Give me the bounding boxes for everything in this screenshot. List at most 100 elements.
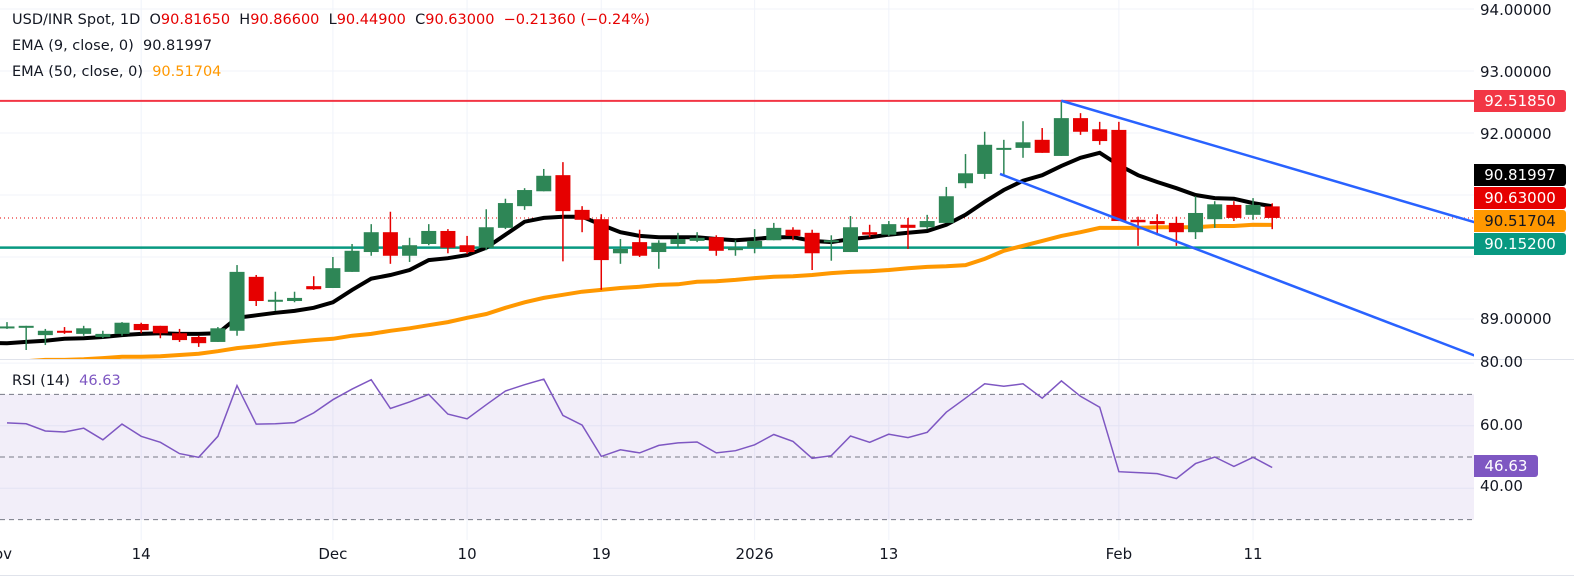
rsi-legend[interactable]: RSI (14) 46.63 [12, 373, 121, 389]
candle-up [37, 330, 53, 336]
candle-up [919, 221, 935, 228]
price-tick-label: 94.00000 [1480, 1, 1552, 19]
candle-up [344, 250, 360, 272]
ema9-value: 90.81997 [142, 38, 213, 54]
candle-up [421, 230, 437, 244]
time-tick-label: 13 [879, 545, 899, 563]
candle-up [977, 144, 993, 174]
candle-up [402, 245, 418, 256]
candle-down [191, 336, 207, 344]
candle-down [1092, 129, 1108, 142]
candle-up [363, 232, 379, 253]
candle-down [1226, 204, 1242, 218]
candle-up [938, 196, 954, 223]
rsi-tick-label: 80.00 [1480, 353, 1523, 371]
candle-up [842, 227, 858, 253]
candle-up [670, 239, 686, 244]
candle-up [229, 271, 245, 331]
candle-up [766, 227, 782, 241]
candle-down [1111, 129, 1127, 222]
candle-down [804, 232, 820, 254]
candle-down [1264, 206, 1280, 218]
rsi-label: RSI (14) [12, 373, 70, 389]
ema9-label: EMA (9, close, 0) [12, 38, 134, 54]
time-tick-label: 19 [591, 545, 611, 563]
candle-down [862, 232, 878, 235]
ema50-label: EMA (50, close, 0) [12, 64, 143, 80]
candle-up [996, 147, 1012, 150]
candle-up [1245, 204, 1261, 215]
time-tick-label: 14 [131, 545, 151, 563]
candle-down [459, 245, 475, 253]
candle-up [0, 326, 15, 329]
candle-down [1149, 221, 1165, 225]
candle-up [536, 175, 552, 192]
candle-up [727, 247, 743, 251]
ema9-price-badge: 90.81997 [1474, 164, 1566, 186]
high-value: 90.86600 [250, 12, 320, 28]
candle-up [689, 237, 705, 241]
time-tick-label: Nov [0, 545, 13, 563]
candle-down [785, 229, 801, 236]
time-tick-label: 11 [1243, 545, 1263, 563]
candle-down [632, 242, 648, 256]
open-label: O [149, 12, 161, 28]
candle-down [574, 209, 590, 220]
candle-up [478, 227, 494, 248]
ema50-line [29, 222, 1273, 359]
last-price-badge: 90.63000 [1474, 187, 1566, 209]
trendline-lower [999, 172, 1474, 357]
support-price-badge: 90.15200 [1474, 233, 1566, 255]
candle-up [881, 224, 897, 235]
close-label: C [415, 12, 426, 28]
candle-down [555, 175, 571, 212]
price-tick-label: 89.00000 [1480, 310, 1552, 328]
candle-down [708, 237, 724, 251]
candle-up [210, 328, 226, 342]
ema50-legend[interactable]: EMA (50, close, 0) 90.51704 [12, 64, 221, 80]
ema50-value: 90.51704 [152, 64, 222, 80]
candle-up [76, 328, 92, 334]
candle-down [1073, 118, 1089, 132]
candle-down [1034, 139, 1050, 153]
rsi-value-badge: 46.63 [1474, 455, 1538, 477]
open-value: 90.81650 [160, 12, 231, 28]
candle-down [248, 276, 264, 302]
candle-up [114, 322, 130, 334]
time-tick-label: 2026 [735, 545, 774, 563]
candle-up [651, 242, 667, 253]
candle-up [287, 297, 303, 302]
candle-down [1168, 222, 1184, 233]
candle-down [440, 230, 456, 248]
candle-down [1130, 219, 1146, 223]
candle-up [1053, 118, 1069, 156]
candle-down [172, 333, 188, 341]
candle-down [306, 286, 322, 290]
trendline-upper [1060, 99, 1474, 224]
low-label: L [328, 12, 337, 28]
price-tick-label: 92.00000 [1480, 125, 1552, 143]
high-label: H [239, 12, 251, 28]
candle-up [497, 203, 513, 228]
candle-down [900, 224, 916, 228]
rsi-tick-label: 40.00 [1480, 477, 1523, 495]
candle-up [823, 240, 839, 243]
candle-down [152, 325, 168, 334]
candle-down [133, 323, 149, 331]
candle-up [18, 325, 34, 328]
close-value: 90.63000 [425, 12, 495, 28]
time-tick-label: Dec [318, 545, 348, 563]
candle-up [325, 268, 341, 288]
candle-up [267, 299, 283, 302]
candle-up [1188, 212, 1204, 233]
candle-up [95, 333, 111, 337]
price-tick-label: 93.00000 [1480, 63, 1552, 81]
ema9-legend[interactable]: EMA (9, close, 0) 90.81997 [12, 38, 212, 54]
candle-down [57, 330, 73, 333]
symbol-legend: USD/INR Spot, 1D O90.81650 H90.86600 L90… [12, 12, 650, 28]
time-tick-label: Feb [1105, 545, 1133, 563]
candle-up [612, 248, 628, 254]
low-value: 90.44900 [336, 12, 406, 28]
time-tick-label: 10 [457, 545, 477, 563]
